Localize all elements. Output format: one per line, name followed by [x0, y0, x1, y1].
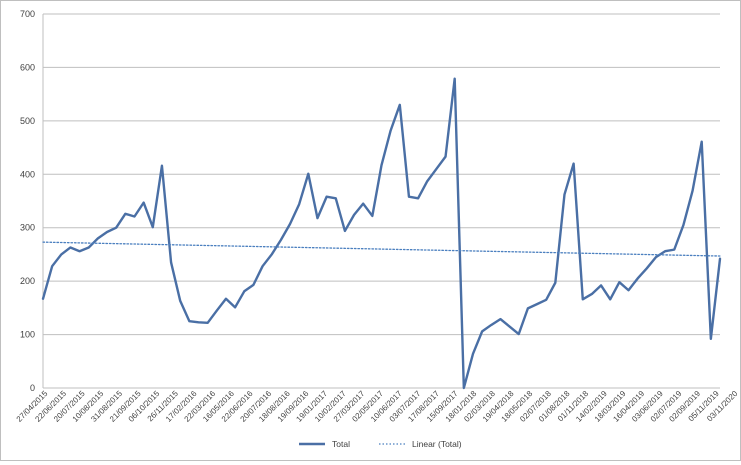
series-line-total — [41, 77, 722, 390]
y-tick-label: 200 — [20, 276, 35, 286]
legend-total-label: Total — [332, 439, 350, 449]
legend: Total Linear (Total) — [299, 439, 462, 449]
y-tick-label: 300 — [20, 223, 35, 233]
y-tick-label: 700 — [20, 9, 35, 19]
gridlines — [42, 13, 720, 389]
y-tick-label: 600 — [20, 62, 35, 72]
legend-trend-label: Linear (Total) — [412, 439, 462, 449]
y-axis-ticks: 0 100 200 300 400 500 600 700 — [20, 9, 35, 393]
series-lines — [41, 77, 722, 390]
x-axis-ticks: 27/04/201522/06/201520/07/201510/08/2015… — [15, 389, 740, 424]
series-line-linear-total — [42, 241, 721, 257]
y-tick-label: 500 — [20, 116, 35, 126]
y-tick-label: 100 — [20, 330, 35, 340]
y-tick-label: 0 — [30, 383, 35, 393]
y-tick-label: 400 — [20, 169, 35, 179]
